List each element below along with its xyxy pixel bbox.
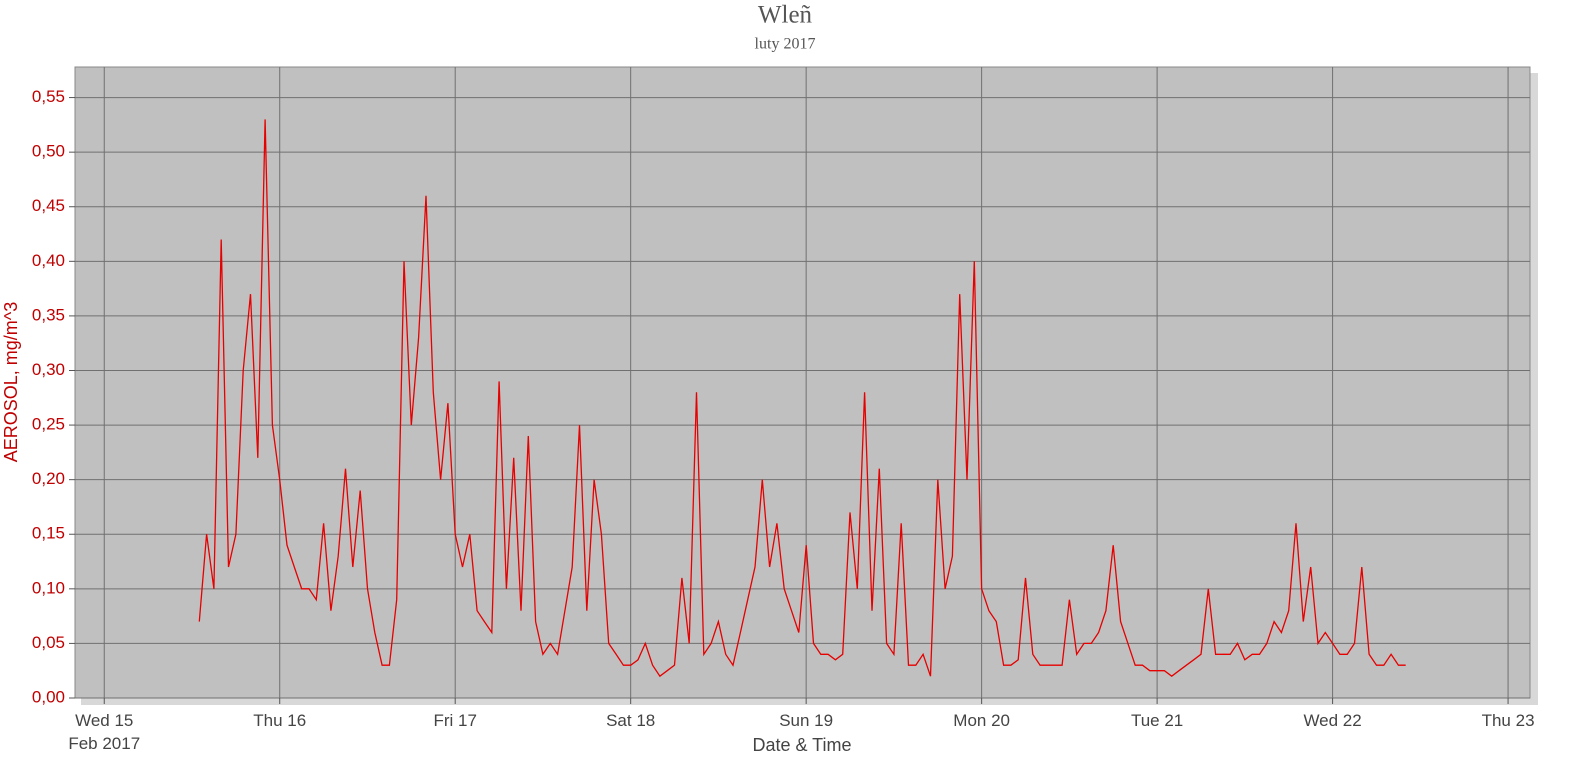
x-tick-label: Fri 17 — [433, 711, 476, 730]
y-tick-label: 0,50 — [32, 142, 65, 161]
y-tick-label: 0,00 — [32, 687, 65, 706]
chart-subtitle: luty 2017 — [755, 36, 816, 53]
x-tick-label: Thu 23 — [1482, 711, 1535, 730]
x-tick-label: Wed 15 Feb 2017 — [68, 711, 140, 753]
data-line — [198, 119, 1406, 678]
x-axis-label: Date & Time — [752, 735, 851, 755]
y-tick-label: 0,40 — [32, 251, 65, 270]
x-tick-label: Sat 18 — [606, 711, 655, 730]
y-tick-label: 0,25 — [32, 415, 65, 434]
x-tick-label: Tue 21 — [1131, 711, 1183, 730]
y-tick-label: 0,35 — [32, 305, 65, 324]
x-tick-label: Mon 20 — [953, 711, 1010, 730]
y-tick-label: 0,55 — [32, 87, 65, 106]
y-tick-label: 0,20 — [32, 469, 65, 488]
chart-title: Wleñ — [758, 2, 813, 29]
x-tick-label: Thu 16 — [253, 711, 306, 730]
y-axis-label: AEROSOL, mg/m^3 — [1, 302, 21, 463]
plot-area — [74, 66, 1531, 699]
x-tick-label: Wed 22 — [1303, 711, 1361, 730]
y-tick-label: 0,30 — [32, 360, 65, 379]
x-tick-label: Sun 19 — [779, 711, 833, 730]
y-tick-label: 0,10 — [32, 578, 65, 597]
y-tick-label: 0,15 — [32, 524, 65, 543]
y-tick-label: 0,05 — [32, 633, 65, 652]
y-tick-label: 0,45 — [32, 196, 65, 215]
